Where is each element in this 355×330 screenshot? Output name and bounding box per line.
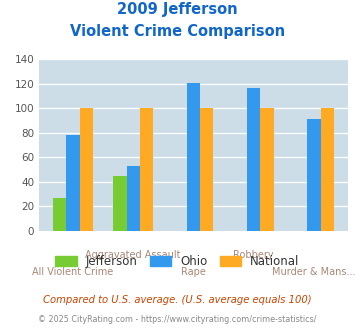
Bar (53, 198, 66, 231)
Bar (80, 109, 93, 231)
Bar (260, 109, 274, 231)
Text: 2009 Jefferson: 2009 Jefferson (117, 2, 238, 16)
Bar (113, 176, 127, 231)
Bar (140, 109, 153, 231)
Text: Aggravated Assault: Aggravated Assault (86, 250, 181, 260)
Text: Violent Crime Comparison: Violent Crime Comparison (70, 24, 285, 39)
Text: Murder & Mans...: Murder & Mans... (272, 267, 355, 277)
Bar (187, 83, 200, 231)
Bar (200, 109, 213, 231)
Legend: Jefferson, Ohio, National: Jefferson, Ohio, National (51, 250, 304, 273)
Bar (247, 87, 260, 231)
Bar (307, 119, 321, 231)
Text: Rape: Rape (181, 267, 206, 277)
Text: © 2025 CityRating.com - https://www.cityrating.com/crime-statistics/: © 2025 CityRating.com - https://www.city… (38, 315, 317, 324)
Bar (66, 135, 80, 231)
Text: Robbery: Robbery (234, 250, 274, 260)
Text: Compared to U.S. average. (U.S. average equals 100): Compared to U.S. average. (U.S. average … (43, 295, 312, 305)
Bar (321, 109, 334, 231)
Text: All Violent Crime: All Violent Crime (32, 267, 114, 277)
Bar (127, 166, 140, 231)
